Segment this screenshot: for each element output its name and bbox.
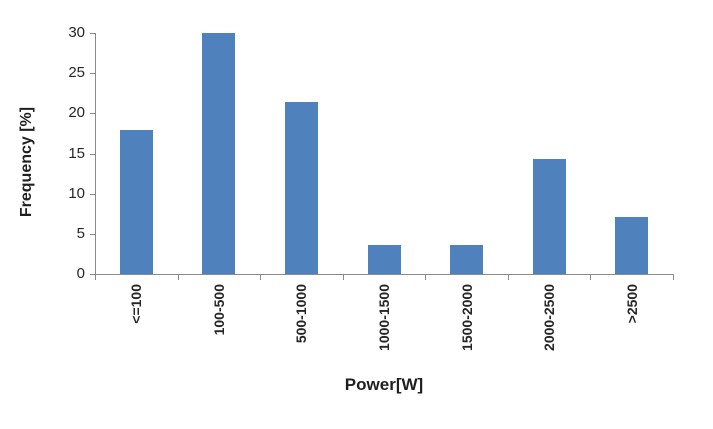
x-category-label: >2500 (624, 284, 640, 324)
bar (533, 159, 566, 274)
bar (450, 245, 483, 274)
x-category-label: 1000-1500 (376, 284, 392, 351)
bar (285, 102, 318, 274)
y-axis-title: Frequency [%] (18, 106, 35, 218)
y-tick-mark (90, 33, 95, 34)
x-tick-mark (260, 275, 261, 280)
y-tick-mark (90, 113, 95, 114)
y-tick-label: 15 (68, 145, 85, 162)
y-tick-label: 30 (68, 24, 85, 41)
x-tick-mark (425, 275, 426, 280)
x-axis-line (95, 274, 674, 275)
y-tick-label: 10 (68, 185, 85, 202)
y-tick-label: 20 (68, 104, 85, 121)
bar (615, 217, 648, 274)
y-tick-mark (90, 234, 95, 235)
y-tick-label: 0 (76, 265, 85, 282)
x-category-label: <=100 (128, 284, 144, 324)
x-tick-mark (590, 275, 591, 280)
x-tick-mark (178, 275, 179, 280)
x-tick-mark (343, 275, 344, 280)
x-category-label: 2000-2500 (541, 284, 557, 351)
y-axis-line (95, 33, 96, 274)
y-tick-mark (90, 274, 95, 275)
x-axis-title: Power[W] (344, 375, 424, 394)
x-category-label: 100-500 (211, 284, 227, 336)
x-tick-mark (508, 275, 509, 280)
x-tick-mark (95, 275, 96, 280)
y-tick-mark (90, 194, 95, 195)
y-tick-label: 25 (68, 64, 85, 81)
bar (368, 245, 401, 274)
x-tick-mark (673, 275, 674, 280)
bar (120, 130, 153, 274)
bar (202, 33, 235, 274)
y-tick-mark (90, 73, 95, 74)
y-tick-label: 5 (76, 225, 85, 242)
x-category-label: 1500-2000 (459, 284, 475, 351)
x-category-label: 500-1000 (293, 284, 309, 344)
y-tick-mark (90, 154, 95, 155)
